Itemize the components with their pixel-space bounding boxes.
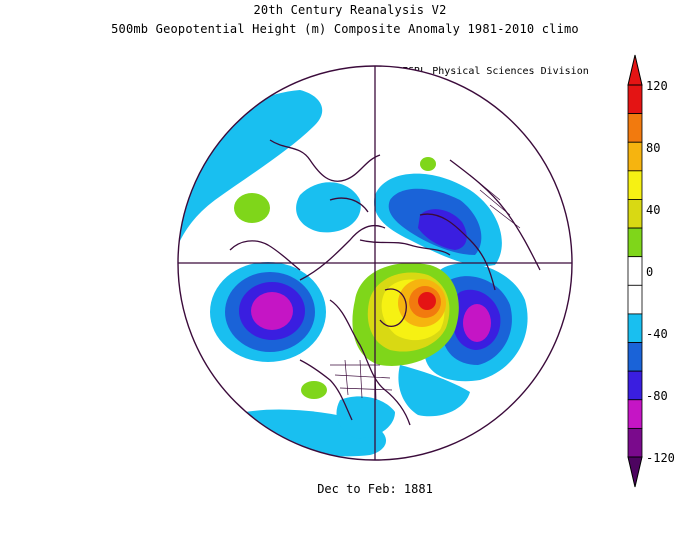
- colorbar-cell: [627, 84, 643, 115]
- colorbar-tick-label: 40: [646, 203, 660, 217]
- arctic-high-patch: [420, 157, 436, 171]
- time-period-label: Dec to Feb: 1881: [317, 482, 433, 496]
- europe-low: [374, 173, 502, 266]
- negative-anomaly-band: [296, 182, 361, 233]
- colorbar-cell: [627, 313, 643, 343]
- colorbar-tick-label: -40: [646, 327, 668, 341]
- credit-label: NOAA/ESRL Physical Sciences Division: [372, 66, 589, 77]
- colorbar-cell: [627, 256, 643, 286]
- colorbar-cell: [627, 399, 643, 429]
- borders: [330, 174, 521, 401]
- atlantic-high-patch: [301, 381, 327, 399]
- colorbar-bottom-arrow: [627, 456, 643, 488]
- chart-title-line1: 20th Century Reanalysis V2: [253, 3, 447, 17]
- north-pacific-low: [210, 262, 326, 362]
- colorbar-top-arrow: [627, 54, 643, 86]
- negative-anomaly-band: [178, 90, 323, 245]
- colorbar-tick-label: -80: [646, 389, 668, 403]
- colorbar-cell: [627, 370, 643, 401]
- colorbar-cell: [627, 141, 643, 172]
- colorbar-cell: [627, 199, 643, 229]
- colorbar-cell: [627, 342, 643, 372]
- colorbar-cell: [627, 284, 643, 315]
- siberia-high: [234, 193, 270, 223]
- colorbar-tick-label: 80: [646, 141, 660, 155]
- chart-title-line2: 500mb Geopotential Height (m) Composite …: [111, 22, 579, 36]
- negative-anomaly-band: [336, 396, 395, 439]
- colorbar-tick-label: 120: [646, 79, 668, 93]
- colorbar-tick-label: 0: [646, 265, 653, 279]
- colorbar-cell: [627, 427, 643, 458]
- map-boundary: [177, 65, 573, 461]
- colorbar-cell: [627, 227, 643, 258]
- negative-anomaly-band: [398, 365, 470, 417]
- coastlines: [229, 139, 541, 426]
- colorbar-cell: [627, 113, 643, 143]
- colorbar-cell: [627, 170, 643, 200]
- colorbar-tick-label: -120: [646, 451, 675, 465]
